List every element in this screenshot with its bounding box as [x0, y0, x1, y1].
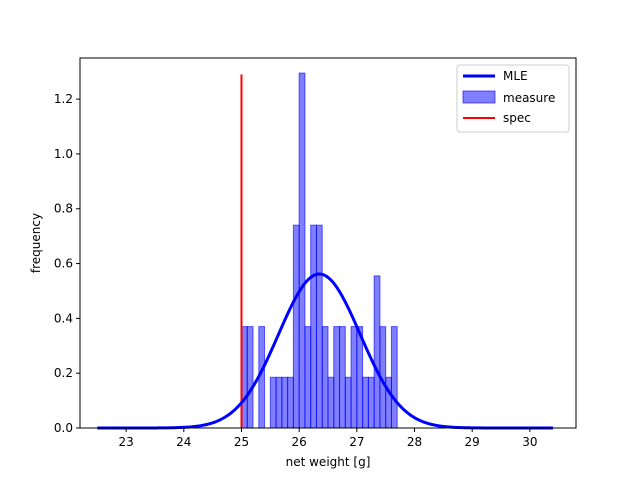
- y-tick-label: 0.2: [54, 366, 73, 380]
- x-axis-label: net weight [g]: [286, 455, 371, 469]
- histogram-bar: [373, 275, 381, 429]
- x-tick-label: 28: [407, 435, 422, 449]
- y-tick-label: 0.6: [54, 257, 73, 271]
- histogram-bar: [287, 376, 294, 429]
- x-tick-label: 27: [349, 435, 364, 449]
- legend-swatch-measure: [462, 90, 496, 104]
- histogram-bar: [275, 376, 283, 429]
- legend-frame: [456, 64, 570, 133]
- histogram-bar: [292, 224, 300, 429]
- histogram-bar: [356, 326, 364, 429]
- y-tick-label: 0.4: [54, 311, 73, 325]
- legend-label-mle: MLE: [503, 69, 528, 83]
- x-axis-ticks: 23 24 25 26 27 28 29 30: [118, 428, 538, 449]
- histogram-bar: [362, 376, 369, 429]
- y-tick-label: 0.8: [54, 202, 73, 216]
- y-axis-label: frequency: [29, 213, 43, 273]
- histogram-bar: [390, 326, 398, 429]
- plot-area-frame: [79, 57, 577, 429]
- histogram-bar: [333, 326, 341, 429]
- histogram-bar: [327, 376, 335, 429]
- histogram-bar: [246, 326, 254, 429]
- histogram-bar: [298, 72, 306, 429]
- y-tick-label: 1.0: [54, 147, 73, 161]
- x-tick-label: 30: [522, 435, 537, 449]
- x-tick-label: 26: [292, 435, 307, 449]
- histogram-bar: [344, 376, 352, 429]
- histogram-bar: [350, 326, 358, 429]
- x-tick-label: 25: [234, 435, 249, 449]
- legend-label-spec: spec: [503, 111, 531, 125]
- histogram-bar: [304, 326, 312, 429]
- x-tick-label: 29: [465, 435, 480, 449]
- histogram-bar: [321, 326, 329, 429]
- histogram-bars: [240, 72, 398, 429]
- histogram-bar: [269, 376, 277, 429]
- x-tick-label: 23: [118, 435, 133, 449]
- histogram-bar: [339, 326, 346, 429]
- y-tick-label: 0.0: [54, 421, 73, 435]
- y-axis-ticks: 0.0 0.2 0.4 0.6 0.8 1.0 1.2: [54, 92, 80, 435]
- legend: MLE measure spec: [456, 64, 570, 133]
- y-tick-label: 1.2: [54, 92, 73, 106]
- histogram-bar: [281, 376, 289, 429]
- legend-label-measure: measure: [503, 91, 555, 105]
- histogram-bar: [315, 224, 323, 429]
- histogram-bar: [367, 376, 375, 429]
- histogram-bar: [310, 224, 317, 429]
- histogram-bar: [385, 376, 392, 429]
- x-tick-label: 24: [176, 435, 191, 449]
